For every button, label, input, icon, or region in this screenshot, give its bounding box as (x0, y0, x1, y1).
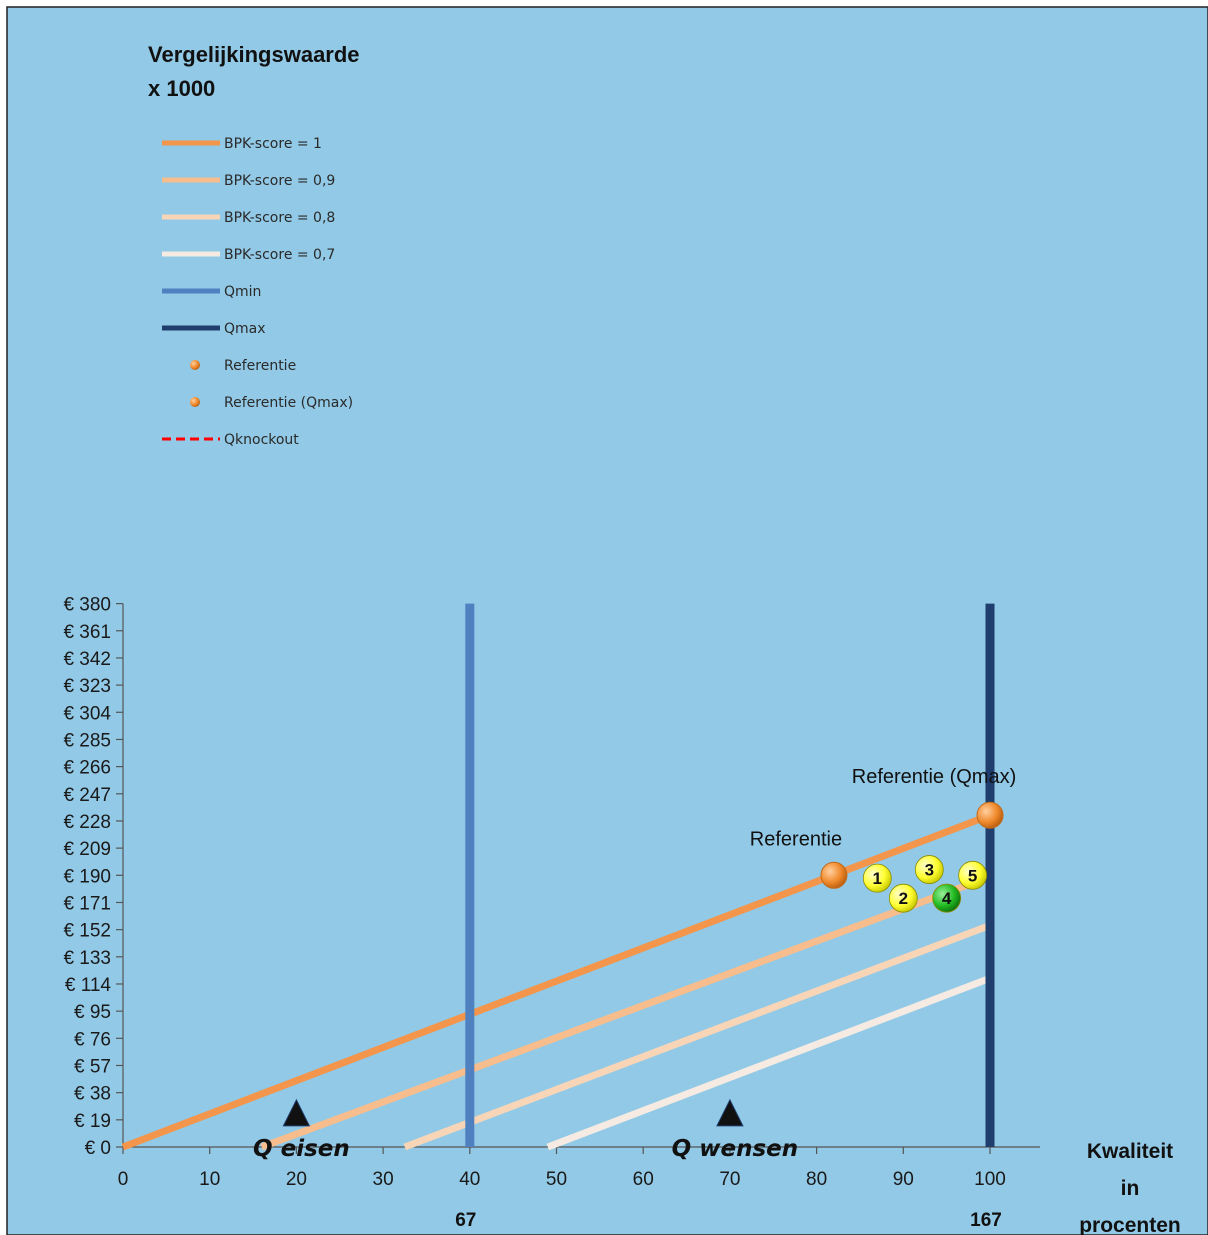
x-tick-label: 0 (118, 1169, 129, 1190)
y-tick-label: € 228 (63, 812, 111, 833)
y-axis-title: x 1000 (148, 76, 215, 101)
bid-bubble (914, 855, 944, 884)
x-tick-label: 30 (373, 1169, 394, 1190)
legend-label: BPK-score = 0,8 (224, 210, 335, 226)
bid-bubble (888, 883, 918, 913)
y-tick-label: € 76 (74, 1029, 111, 1050)
x-tick-label: 10 (199, 1169, 220, 1190)
series-line (260, 873, 992, 1151)
x-tick-label: 70 (719, 1169, 740, 1190)
marker-triangle (282, 1098, 311, 1127)
y-tick-label: € 114 (65, 975, 112, 996)
y-tick-label: € 285 (63, 730, 111, 751)
legend-label: BPK-score = 0,7 (224, 247, 335, 263)
marker-label: Q wensen (672, 1136, 798, 1162)
legend-label: Qmax (224, 321, 266, 337)
bid-number: 3 (925, 861, 934, 880)
reference-label: Referentie (Qmax) (852, 766, 1017, 788)
x-tick-label: 40 (459, 1169, 480, 1190)
legend-label: BPK-score = 1 (224, 136, 322, 152)
reference-point (820, 861, 848, 889)
y-tick-label: € 361 (63, 622, 111, 643)
y-tick-label: € 266 (63, 758, 111, 779)
bid-bubble (862, 863, 892, 893)
y-tick-label: € 57 (74, 1056, 111, 1077)
x-axis-title: Kwaliteit (1087, 1140, 1173, 1163)
y-tick-label: € 304 (63, 703, 111, 724)
y-tick-label: € 380 (63, 595, 111, 616)
y-tick-label: € 209 (63, 839, 111, 860)
series-line (403, 922, 992, 1151)
x-axis-title: in (1121, 1177, 1140, 1200)
legend-swatch (190, 360, 200, 370)
bid-number: 5 (968, 866, 977, 885)
bid-number: 1 (873, 869, 882, 888)
axes: € 0 € 19 € 38 € 57 € 76 € 95 € 114 € 133 € 152 € … (63, 595, 1040, 1190)
y-axis-title: Vergelijkingswaarde (148, 42, 360, 67)
bid-bubble (958, 860, 988, 890)
vertical-lines (465, 603, 995, 1147)
reference-label: Referentie (750, 828, 842, 850)
x-tick-label: 90 (893, 1169, 914, 1190)
vertical-line-sublabel: 167 (970, 1210, 1002, 1231)
x-tick-label: 100 (974, 1169, 1006, 1190)
y-tick-label: € 190 (63, 866, 111, 887)
legend-swatch (190, 397, 200, 407)
marker-triangle (716, 1098, 744, 1127)
reference-point (976, 801, 1004, 829)
y-tick-label: € 133 (63, 948, 111, 969)
legend-label: BPK-score = 0,9 (224, 173, 335, 189)
y-tick-label: € 152 (63, 921, 111, 942)
y-tick-label: € 171 (63, 893, 111, 914)
y-tick-label: € 38 (74, 1084, 111, 1105)
bid-bubble (932, 883, 962, 913)
series-line (546, 974, 992, 1151)
marker-label: Q eisen (253, 1136, 350, 1162)
bid-number: 2 (899, 889, 908, 908)
x-tick-label: 20 (286, 1169, 307, 1190)
legend-label: Referentie (224, 358, 296, 374)
y-tick-label: € 342 (63, 649, 111, 670)
legend-label: Qmin (224, 284, 261, 300)
legend-label: Qknockout (224, 432, 299, 448)
y-tick-label: € 0 (85, 1138, 111, 1159)
legend-label: Referentie (Qmax) (224, 395, 353, 411)
x-tick-label: 50 (546, 1169, 567, 1190)
y-tick-label: € 323 (63, 676, 111, 697)
legend: BPK-score = 1 BPK-score = 0,9 BPK-score = … (162, 136, 353, 448)
x-tick-label: 80 (806, 1169, 827, 1190)
y-tick-label: € 95 (74, 1002, 111, 1023)
text-labels: Vergelijkingswaarde x 1000 Kwaliteit in proc… (148, 42, 1181, 1235)
vertical-line-sublabel: 67 (455, 1210, 476, 1231)
plot-background (6, 6, 1208, 1235)
x-axis-title: procenten (1079, 1214, 1181, 1235)
y-tick-label: € 19 (74, 1111, 111, 1132)
x-tick-label: 60 (633, 1169, 654, 1190)
y-tick-label: € 247 (63, 785, 111, 806)
bid-number: 4 (942, 889, 952, 908)
